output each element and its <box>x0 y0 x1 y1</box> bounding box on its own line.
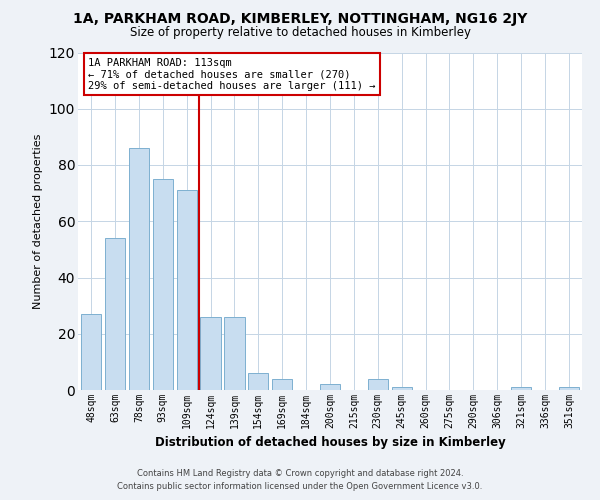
Y-axis label: Number of detached properties: Number of detached properties <box>33 134 43 309</box>
Bar <box>511 387 531 390</box>
X-axis label: Distribution of detached houses by size in Kimberley: Distribution of detached houses by size … <box>155 436 505 450</box>
Bar <box>320 384 340 390</box>
Bar <box>105 238 125 390</box>
Bar <box>368 379 388 390</box>
Bar <box>224 317 245 390</box>
Bar <box>248 373 268 390</box>
Bar <box>176 190 197 390</box>
Bar <box>272 379 292 390</box>
Text: 1A PARKHAM ROAD: 113sqm
← 71% of detached houses are smaller (270)
29% of semi-d: 1A PARKHAM ROAD: 113sqm ← 71% of detache… <box>88 58 376 91</box>
Text: 1A, PARKHAM ROAD, KIMBERLEY, NOTTINGHAM, NG16 2JY: 1A, PARKHAM ROAD, KIMBERLEY, NOTTINGHAM,… <box>73 12 527 26</box>
Text: Size of property relative to detached houses in Kimberley: Size of property relative to detached ho… <box>130 26 470 39</box>
Text: Contains HM Land Registry data © Crown copyright and database right 2024.
Contai: Contains HM Land Registry data © Crown c… <box>118 469 482 491</box>
Bar <box>81 314 101 390</box>
Bar <box>392 387 412 390</box>
Bar <box>129 148 149 390</box>
Bar <box>200 317 221 390</box>
Bar <box>559 387 579 390</box>
Bar <box>152 179 173 390</box>
